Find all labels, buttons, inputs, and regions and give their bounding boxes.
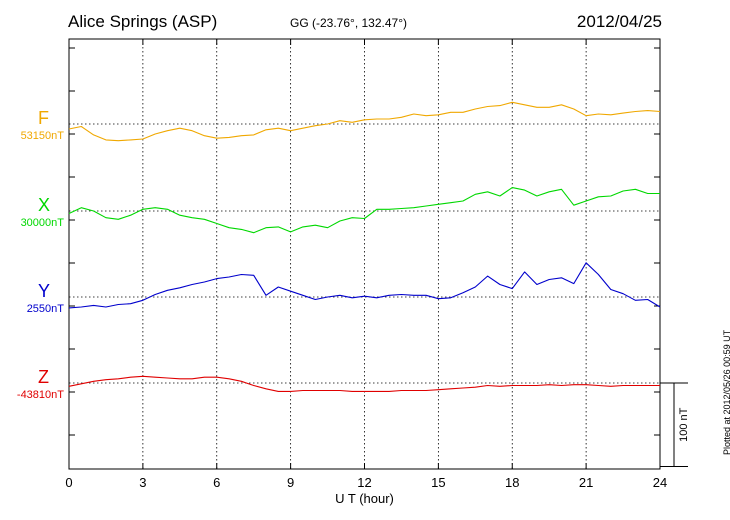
component-baseline-z: -43810nT	[16, 389, 64, 401]
plot-timestamp: Plotted at 2012/05/26 00:59 UT	[722, 329, 730, 455]
x-axis-label: U T (hour)	[335, 491, 394, 506]
component-letter-y: Y	[38, 281, 51, 301]
x-tick-label: 24	[653, 475, 667, 490]
component-baseline-f: 53150nT	[20, 130, 64, 142]
date-title: 2012/04/25	[576, 12, 662, 31]
series-line-f	[68, 101, 661, 142]
component-letter-f: F	[38, 108, 49, 128]
x-tick-label: 6	[213, 475, 220, 490]
component-letter-x: X	[38, 195, 51, 215]
x-tick-label: 12	[357, 475, 371, 490]
x-tick-label: 18	[505, 475, 519, 490]
component-baseline-y: 2550nT	[26, 303, 64, 315]
component-letter-z: Z	[38, 367, 49, 387]
x-tick-label: 21	[579, 475, 593, 490]
scale-bar-label: 100 nT	[678, 407, 690, 442]
station-title: Alice Springs (ASP)	[68, 12, 218, 31]
x-tick-label: 0	[65, 475, 72, 490]
component-baseline-x: 30000nT	[20, 217, 64, 229]
x-tick-label: 9	[287, 475, 294, 490]
x-tick-label: 15	[431, 475, 445, 490]
series-line-y	[68, 262, 661, 309]
series-line-z	[68, 375, 660, 392]
x-tick-label: 3	[139, 475, 146, 490]
series-line-x	[68, 187, 660, 234]
station-coords: GG (-23.76°, 132.47°)	[290, 16, 407, 30]
